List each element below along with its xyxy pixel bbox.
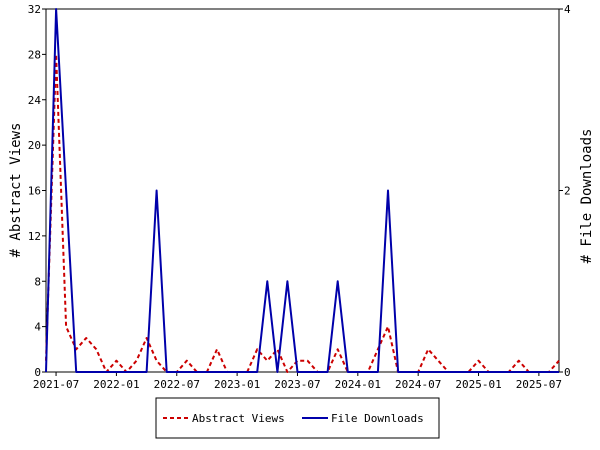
y-tick-label: 0 xyxy=(34,366,41,379)
legend-label-abstract-views: Abstract Views xyxy=(192,412,285,425)
y-tick-label: 20 xyxy=(28,139,41,152)
right-axis-ticks: 0 2 4 xyxy=(559,3,571,379)
x-tick-label: 2024-07 xyxy=(395,378,441,391)
y-tick-label: 12 xyxy=(28,230,41,243)
y-tick-label: 16 xyxy=(28,185,41,198)
y2-tick-label: 2 xyxy=(564,185,571,198)
x-tick-label: 2021-07 xyxy=(33,378,79,391)
x-tick-label: 2023-01 xyxy=(214,378,260,391)
series-line-abstract-views xyxy=(45,53,560,373)
x-tick-label: 2022-07 xyxy=(154,378,200,391)
y-tick-label: 32 xyxy=(28,3,41,16)
legend-label-file-downloads: File Downloads xyxy=(331,412,424,425)
y2-tick-label: 4 xyxy=(564,3,571,16)
plot-frame xyxy=(45,8,560,373)
y-tick-label: 4 xyxy=(34,321,41,334)
y-tick-label: 8 xyxy=(34,275,41,288)
y2-tick-label: 0 xyxy=(564,366,571,379)
x-tick-label: 2024-01 xyxy=(335,378,381,391)
x-tick-label: 2025-01 xyxy=(455,378,501,391)
series-line-file-downloads xyxy=(45,8,559,373)
x-tick-label: 2025-07 xyxy=(516,378,562,391)
x-tick-label: 2023-07 xyxy=(274,378,320,391)
legend-box xyxy=(155,397,440,439)
y2-axis-title: # File Downloads xyxy=(579,129,595,264)
y-tick-label: 28 xyxy=(28,48,41,61)
x-tick-label: 2022-01 xyxy=(93,378,139,391)
y-tick-label: 24 xyxy=(28,94,42,107)
series-layer xyxy=(45,8,560,373)
y-axis-title: # Abstract Views xyxy=(8,123,24,258)
x-axis-ticks: 2021-07 2022-01 2022-07 2023-01 2023-07 2024-… xyxy=(33,372,562,391)
left-axis-ticks: 0 4 8 12 16 20 24 28 32 xyxy=(28,3,46,379)
legend: Abstract Views File Downloads xyxy=(155,397,440,439)
